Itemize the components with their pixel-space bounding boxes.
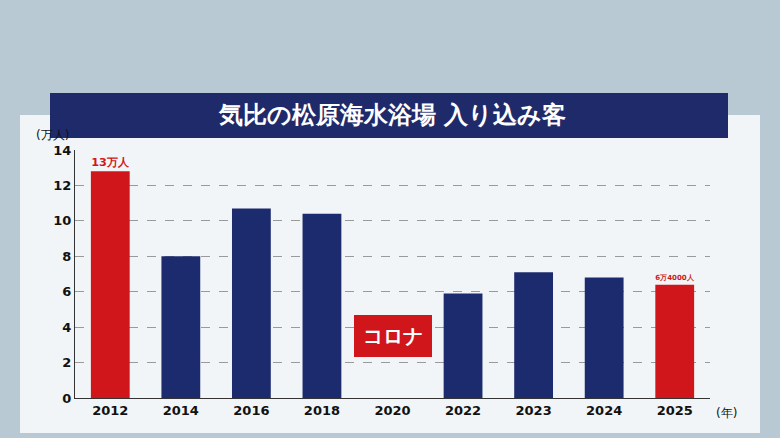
svg-text:2018: 2018 (304, 403, 340, 418)
svg-text:2014: 2014 (163, 403, 199, 418)
svg-text:気比の松原海水浴場 入り込み客: 気比の松原海水浴場 入り込み客 (218, 101, 566, 129)
svg-text:(年): (年) (716, 406, 737, 420)
svg-text:8: 8 (62, 249, 71, 264)
svg-text:6: 6 (62, 284, 71, 299)
svg-text:13万人: 13万人 (91, 156, 130, 169)
svg-text:10: 10 (53, 213, 71, 228)
svg-text:2020: 2020 (374, 403, 410, 418)
svg-text:2: 2 (62, 355, 71, 370)
svg-text:コロナ: コロナ (363, 324, 423, 348)
svg-text:6万4000人: 6万4000人 (655, 273, 694, 282)
svg-text:2023: 2023 (516, 403, 552, 418)
svg-text:12: 12 (53, 178, 71, 193)
svg-text:0: 0 (62, 391, 71, 406)
svg-text:2016: 2016 (233, 403, 269, 418)
svg-text:14: 14 (53, 143, 71, 158)
svg-text:2024: 2024 (586, 403, 622, 418)
svg-text:4: 4 (62, 320, 71, 335)
svg-text:2025: 2025 (657, 403, 693, 418)
svg-text:2022: 2022 (445, 403, 481, 418)
svg-text:(万人): (万人) (36, 128, 69, 142)
svg-text:2012: 2012 (92, 403, 128, 418)
